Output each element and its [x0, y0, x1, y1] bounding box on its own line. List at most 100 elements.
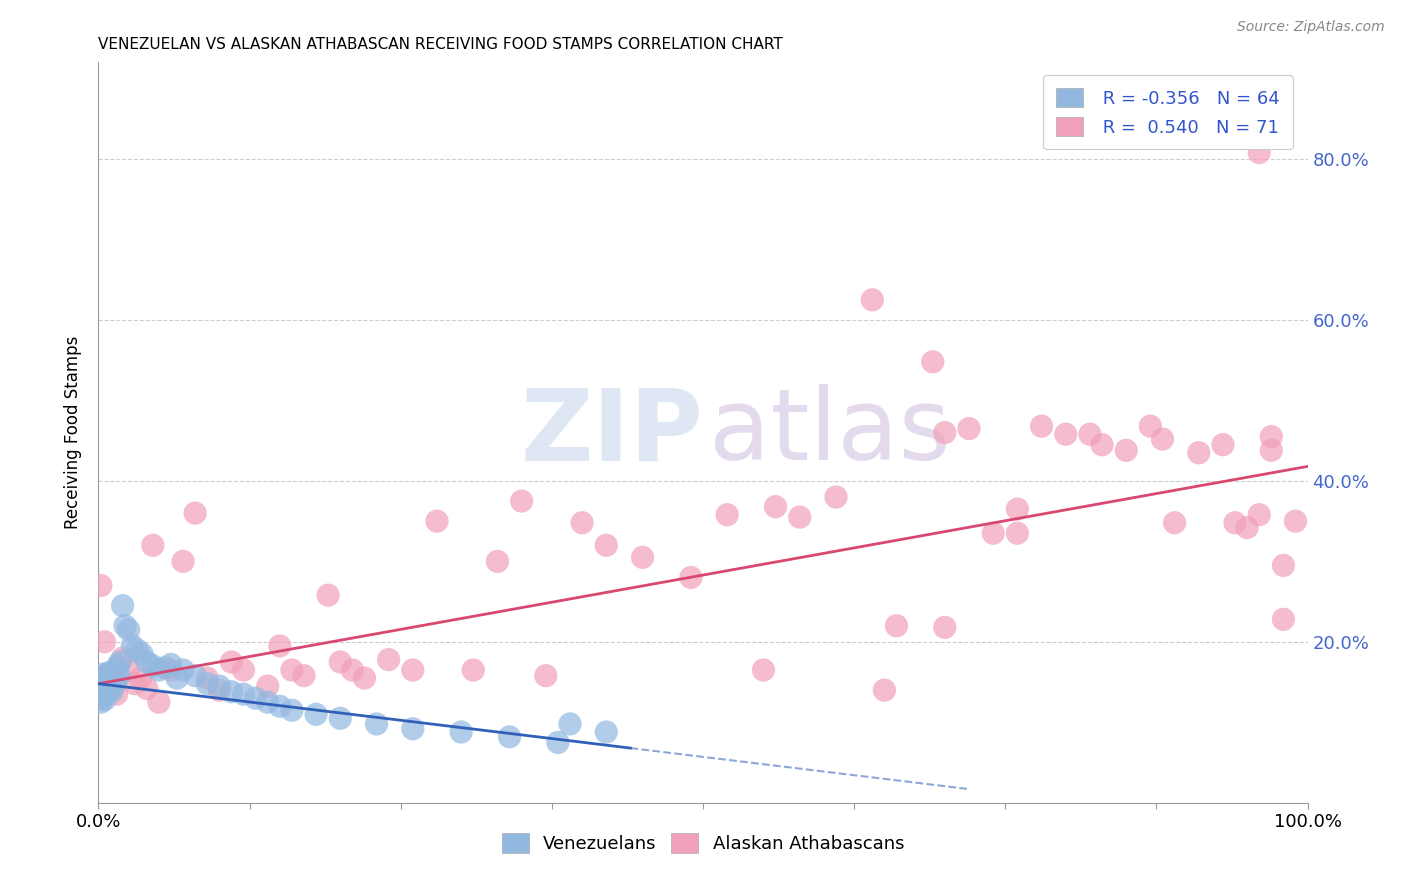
Point: [486, 554, 509, 568]
Point: [129, 671, 152, 685]
Point: [1236, 520, 1258, 534]
Point: [103, 667, 125, 681]
Point: [1115, 443, 1137, 458]
Point: [463, 663, 485, 677]
Point: [1249, 145, 1271, 160]
Point: [90, 695, 112, 709]
Point: [595, 538, 617, 552]
Point: [765, 500, 787, 514]
Point: [121, 639, 143, 653]
Point: [96, 681, 118, 696]
Point: [1163, 516, 1185, 530]
Point: [269, 639, 291, 653]
Text: Source: ZipAtlas.com: Source: ZipAtlas.com: [1237, 20, 1385, 34]
Point: [426, 514, 449, 528]
Point: [281, 703, 304, 717]
Point: [93, 685, 115, 699]
Point: [1223, 516, 1246, 530]
Point: [105, 687, 128, 701]
Point: [108, 668, 131, 682]
Point: [111, 651, 134, 665]
Point: [860, 293, 883, 307]
Point: [1031, 419, 1053, 434]
Point: [93, 635, 115, 649]
Point: [1272, 558, 1295, 573]
Point: [114, 619, 136, 633]
Point: [981, 526, 1004, 541]
Point: [316, 588, 339, 602]
Point: [1007, 526, 1029, 541]
Point: [873, 683, 896, 698]
Point: [498, 730, 520, 744]
Point: [281, 663, 304, 677]
Point: [934, 620, 956, 634]
Point: [98, 673, 121, 688]
Point: [97, 676, 120, 690]
Point: [1272, 612, 1295, 626]
Point: [100, 679, 122, 693]
Point: [142, 538, 165, 552]
Point: [96, 668, 118, 682]
Point: [118, 623, 141, 637]
Point: [148, 663, 170, 677]
Point: [91, 671, 114, 685]
Point: [153, 660, 176, 674]
Point: [789, 510, 811, 524]
Point: [89, 691, 111, 706]
Point: [571, 516, 593, 530]
Point: [127, 643, 149, 657]
Point: [1188, 446, 1211, 460]
Point: [921, 355, 943, 369]
Point: [1249, 508, 1271, 522]
Point: [716, 508, 738, 522]
Point: [558, 717, 581, 731]
Point: [131, 647, 153, 661]
Point: [232, 687, 254, 701]
Point: [208, 683, 231, 698]
Point: [679, 570, 702, 584]
Text: VENEZUELAN VS ALASKAN ATHABASCAN RECEIVING FOOD STAMPS CORRELATION CHART: VENEZUELAN VS ALASKAN ATHABASCAN RECEIVI…: [98, 37, 783, 52]
Point: [1260, 443, 1282, 458]
Point: [329, 655, 352, 669]
Point: [631, 550, 654, 565]
Point: [377, 652, 399, 666]
Point: [1284, 514, 1306, 528]
Point: [305, 707, 328, 722]
Point: [353, 671, 375, 685]
Point: [172, 663, 194, 677]
Point: [91, 681, 114, 696]
Point: [450, 725, 472, 739]
Point: [101, 673, 124, 688]
Point: [184, 506, 207, 520]
Point: [269, 699, 291, 714]
Point: [245, 691, 267, 706]
Point: [402, 663, 425, 677]
Point: [98, 665, 121, 680]
Point: [208, 679, 231, 693]
Point: [221, 685, 243, 699]
Point: [957, 421, 980, 435]
Point: [595, 725, 617, 739]
Point: [825, 490, 848, 504]
Point: [100, 676, 122, 690]
Point: [166, 671, 188, 685]
Legend: Venezuelans, Alaskan Athabascans: Venezuelans, Alaskan Athabascans: [495, 826, 911, 861]
Point: [1260, 430, 1282, 444]
Point: [111, 599, 134, 613]
Point: [124, 676, 146, 690]
Point: [1091, 438, 1114, 452]
Point: [135, 655, 157, 669]
Text: ZIP: ZIP: [520, 384, 703, 481]
Point: [90, 578, 112, 592]
Point: [135, 681, 157, 696]
Point: [160, 663, 183, 677]
Point: [886, 619, 908, 633]
Point: [94, 687, 117, 701]
Point: [100, 685, 122, 699]
Point: [91, 690, 114, 704]
Point: [366, 717, 388, 731]
Point: [1212, 438, 1234, 452]
Point: [547, 735, 569, 749]
Point: [100, 671, 122, 685]
Point: [1054, 427, 1077, 442]
